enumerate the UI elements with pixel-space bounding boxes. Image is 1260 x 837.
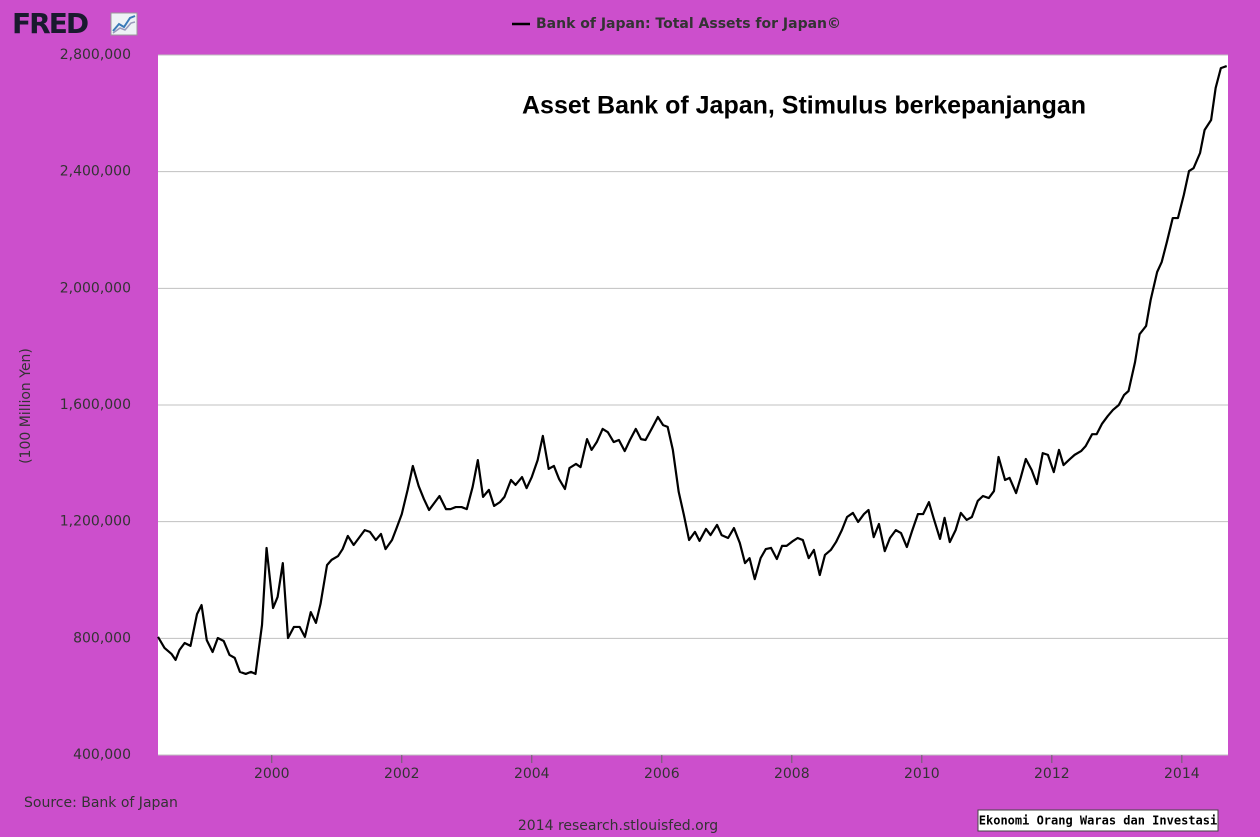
logo-icon	[110, 12, 138, 36]
x-tick-label: 2004	[514, 766, 550, 782]
y-tick-label: 1,600,000	[60, 397, 131, 413]
x-tick-label: 2012	[1034, 766, 1070, 782]
watermark: Ekonomi Orang Waras dan Investasi	[979, 814, 1217, 828]
y-tick-label: 1,200,000	[60, 514, 131, 530]
footer: 2014 research.stlouisfed.org	[518, 818, 718, 834]
data-line	[157, 65, 1228, 676]
y-tick-label: 2,800,000	[60, 47, 131, 63]
legend-label: Bank of Japan: Total Assets for Japan©	[536, 16, 841, 32]
logo: FRED	[12, 7, 88, 40]
y-tick-label: 2,400,000	[60, 164, 131, 180]
y-tick-label: 800,000	[73, 630, 131, 646]
x-tick-label: 2002	[384, 766, 420, 782]
x-tick-label: 2014	[1164, 766, 1200, 782]
watermark-box	[977, 809, 1219, 832]
y-tick-label: 2,000,000	[60, 280, 131, 296]
y-tick-label: 400,000	[73, 747, 131, 763]
x-tick-label: 2006	[644, 766, 680, 782]
x-tick-label: 2010	[904, 766, 940, 782]
source: Source: Bank of Japan	[24, 795, 178, 811]
x-tick-label: 2008	[774, 766, 810, 782]
x-tick-label: 2000	[254, 766, 290, 782]
y-axis-label: (100 Million Yen)	[18, 348, 34, 464]
annotation: Asset Bank of Japan, Stimulus berkepanja…	[522, 92, 1086, 120]
